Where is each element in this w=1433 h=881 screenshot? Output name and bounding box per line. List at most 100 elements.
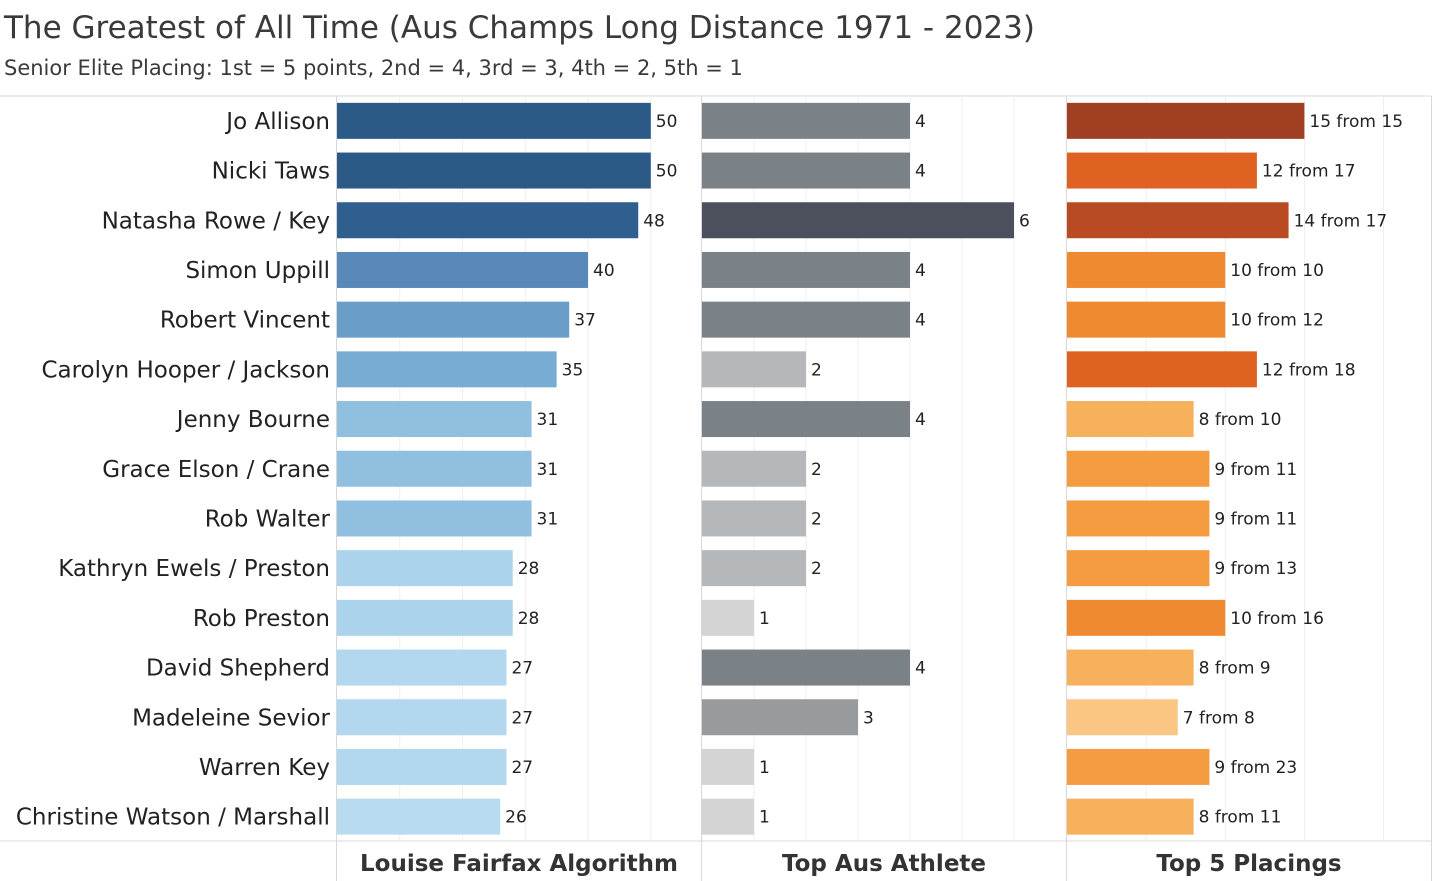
bar-1-11	[337, 599, 513, 636]
athlete-label-15: Christine Watson / Marshall	[16, 805, 330, 831]
value-label-3-11: 10 from 16	[1230, 609, 1324, 629]
column-header-1: Louise Fairfax Algorithm	[360, 851, 678, 877]
athlete-label-6: Carolyn Hooper / Jackson	[41, 357, 330, 383]
value-label-2-14: 1	[759, 758, 770, 778]
value-label-2-4: 4	[915, 261, 926, 281]
athlete-label-11: Rob Preston	[193, 606, 330, 632]
value-label-3-14: 9 from 23	[1214, 758, 1297, 778]
bar-1-5	[337, 301, 570, 338]
value-label-2-5: 4	[915, 311, 926, 331]
bar-2-2	[702, 152, 910, 189]
column-header-2: Top Aus Athlete	[782, 851, 986, 877]
bar-3-6	[1067, 351, 1257, 388]
bar-3-4	[1067, 251, 1226, 288]
athlete-label-13: Madeleine Sevior	[132, 705, 330, 731]
athlete-label-2: Nicki Taws	[212, 159, 330, 185]
value-label-2-3: 6	[1019, 211, 1030, 231]
value-label-1-4: 40	[593, 261, 615, 281]
value-label-1-11: 28	[518, 609, 540, 629]
bar-1-2	[337, 152, 651, 189]
bar-2-3	[702, 202, 1014, 239]
bar-2-11	[702, 599, 754, 636]
bar-3-12	[1067, 649, 1194, 686]
bar-2-15	[702, 798, 754, 835]
bar-2-4	[702, 251, 910, 288]
athlete-label-10: Kathryn Ewels / Preston	[58, 556, 330, 582]
value-label-3-10: 9 from 13	[1214, 559, 1297, 579]
bar-2-9	[702, 500, 806, 537]
bar-3-13	[1067, 699, 1178, 736]
bar-2-13	[702, 699, 858, 736]
bar-3-10	[1067, 550, 1210, 587]
bar-1-3	[337, 202, 639, 239]
athlete-label-12: David Shepherd	[146, 656, 330, 682]
bar-3-1	[1067, 102, 1305, 139]
bar-1-14	[337, 748, 507, 785]
bar-2-8	[702, 450, 806, 487]
bar-1-9	[337, 500, 532, 537]
bar-1-8	[337, 450, 532, 487]
bar-3-7	[1067, 401, 1194, 438]
value-label-1-13: 27	[511, 708, 533, 728]
value-label-2-13: 3	[863, 708, 874, 728]
athlete-label-3: Natasha Rowe / Key	[102, 208, 330, 234]
chart-subtitle: Senior Elite Placing: 1st = 5 points, 2n…	[4, 56, 743, 80]
value-label-1-1: 50	[656, 112, 678, 132]
bar-3-8	[1067, 450, 1210, 487]
bar-1-7	[337, 401, 532, 438]
bar-2-14	[702, 748, 754, 785]
value-label-1-2: 50	[656, 162, 678, 182]
bar-1-12	[337, 649, 507, 686]
column-header-3: Top 5 Placings	[1156, 851, 1341, 877]
value-label-1-3: 48	[643, 211, 665, 231]
value-label-3-8: 9 from 11	[1214, 460, 1297, 480]
value-label-3-4: 10 from 10	[1230, 261, 1324, 281]
value-label-2-9: 2	[811, 509, 822, 529]
value-label-1-8: 31	[537, 460, 559, 480]
bar-1-6	[337, 351, 557, 388]
value-label-3-6: 12 from 18	[1262, 360, 1356, 380]
value-label-3-15: 8 from 11	[1199, 808, 1282, 828]
value-label-1-14: 27	[511, 758, 533, 778]
value-label-2-7: 4	[915, 410, 926, 430]
bar-2-1	[702, 102, 910, 139]
value-label-2-10: 2	[811, 559, 822, 579]
value-label-3-9: 9 from 11	[1214, 509, 1297, 529]
athlete-label-9: Rob Walter	[205, 506, 331, 532]
athlete-label-1: Jo Allison	[224, 109, 330, 135]
chart-title: The Greatest of All Time (Aus Champs Lon…	[4, 10, 1035, 46]
bar-2-12	[702, 649, 910, 686]
bar-2-10	[702, 550, 806, 587]
athlete-label-8: Grace Elson / Crane	[102, 457, 330, 483]
athlete-label-4: Simon Uppill	[185, 258, 330, 284]
bar-3-11	[1067, 599, 1226, 636]
value-label-2-6: 2	[811, 360, 822, 380]
bar-2-7	[702, 401, 910, 438]
value-label-1-15: 26	[505, 808, 527, 828]
value-label-3-3: 14 from 17	[1294, 211, 1388, 231]
bar-2-6	[702, 351, 806, 388]
value-label-3-5: 10 from 12	[1230, 311, 1324, 331]
bar-1-15	[337, 798, 501, 835]
bar-3-3	[1067, 202, 1289, 239]
bar-3-9	[1067, 500, 1210, 537]
value-label-1-12: 27	[511, 659, 533, 679]
bar-2-5	[702, 301, 910, 338]
value-label-3-13: 7 from 8	[1183, 708, 1255, 728]
bar-3-2	[1067, 152, 1257, 189]
value-label-3-12: 8 from 9	[1199, 659, 1271, 679]
bar-1-4	[337, 251, 589, 288]
value-label-2-8: 2	[811, 460, 822, 480]
bar-1-10	[337, 550, 513, 587]
athlete-label-14: Warren Key	[199, 755, 330, 781]
bar-1-13	[337, 699, 507, 736]
value-label-3-7: 8 from 10	[1199, 410, 1282, 430]
value-label-2-1: 4	[915, 112, 926, 132]
value-label-2-2: 4	[915, 162, 926, 182]
athlete-label-7: Jenny Bourne	[175, 407, 330, 433]
value-label-2-11: 1	[759, 609, 770, 629]
value-label-1-7: 31	[537, 410, 559, 430]
bar-3-15	[1067, 798, 1194, 835]
value-label-1-10: 28	[518, 559, 540, 579]
